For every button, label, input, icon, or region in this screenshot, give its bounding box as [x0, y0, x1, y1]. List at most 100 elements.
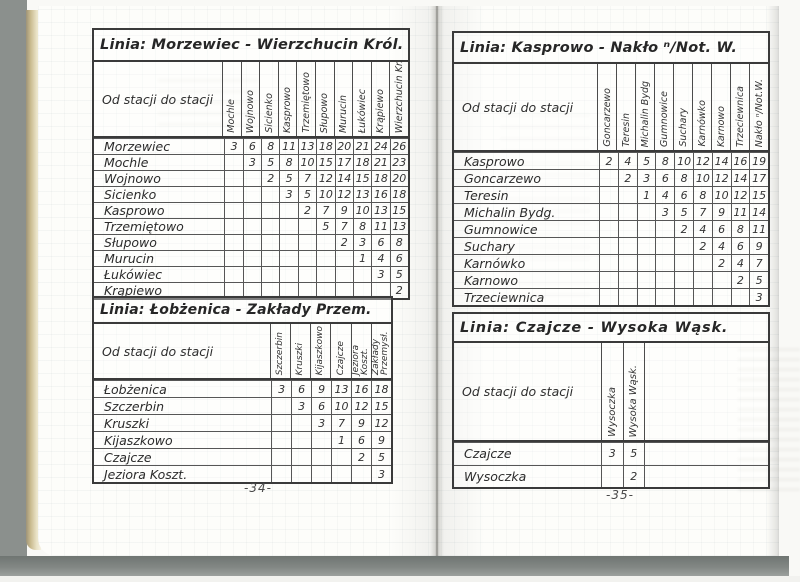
distance-cell: 13: [371, 203, 389, 218]
distance-cell: [316, 267, 334, 282]
table-row: Kasprowo 2 4 5 8 10 12 14 16 19: [454, 152, 768, 169]
distance-cell: [655, 289, 674, 305]
station-label: Trzemiętowo: [104, 219, 184, 234]
column-header: Trzeciewnica: [730, 64, 749, 150]
distance-cell: 4: [711, 238, 731, 254]
station-label: Czajcze: [104, 449, 152, 465]
station-label: Suchary: [464, 238, 515, 254]
station-label: Słupowo: [104, 235, 157, 250]
distance-cell: 4: [693, 221, 712, 237]
distance-cell: 7: [316, 203, 334, 218]
distance-cell: 2: [351, 449, 371, 465]
distance-cell: [279, 219, 297, 234]
distance-cell: 2: [389, 283, 408, 298]
distance-cell: [636, 204, 656, 220]
column-header: Murucin: [333, 62, 353, 136]
table-row: Wojnowo 2 5 7 12 14 15 18 20: [94, 170, 408, 186]
distance-cell: 6: [351, 432, 371, 448]
station-label: Łobżenica: [104, 381, 167, 397]
distance-cell: 3: [291, 398, 311, 414]
distance-cell: 8: [279, 155, 297, 170]
station-label: Kasprowo: [104, 203, 165, 218]
distance-cell: [224, 283, 242, 298]
distance-cell: 14: [749, 204, 768, 220]
distance-cell: [601, 465, 623, 487]
column-header: Teresin: [616, 64, 635, 150]
distance-cell: [334, 267, 353, 282]
table-row: Czajcze 2 5: [94, 448, 391, 465]
station-label: Karnówko: [464, 255, 526, 271]
distance-cell: 3: [636, 170, 656, 186]
table-row: Suchary 2 4 6 9: [454, 237, 768, 254]
distance-cell: 5: [674, 204, 693, 220]
distance-cell: 6: [730, 238, 750, 254]
table-row: Morzewiec 3 6 8 11 13 18 20 21 24 26: [94, 138, 408, 154]
distance-cell: [617, 272, 637, 288]
column-header: Słupowo: [315, 62, 334, 136]
distance-cell: 16: [351, 381, 371, 397]
column-headers: Wysoczka Wysoka Wąsk.: [601, 343, 768, 440]
distance-cell: [599, 272, 618, 288]
distance-cell: 3: [749, 289, 768, 305]
station-label: Kasprowo: [464, 153, 525, 169]
distance-cell: 2: [297, 203, 316, 218]
table-row: Karnówko 2 4 7: [454, 254, 768, 271]
distance-cell: [636, 255, 656, 271]
column-header: Mochle: [222, 62, 241, 136]
distance-cell: 2: [599, 153, 618, 169]
distance-cell: 6: [711, 221, 731, 237]
distance-cell: 5: [316, 219, 334, 234]
distance-cell: [674, 289, 693, 305]
distance-cell: [655, 238, 674, 254]
column-header: Czajcze: [330, 324, 350, 378]
distance-cell: [224, 155, 242, 170]
book-gutter: [430, 6, 444, 556]
distance-cell: 13: [389, 219, 408, 234]
distance-cell: 3: [352, 235, 371, 250]
table-row: Łobżenica 3 6 9 13 16 18: [94, 380, 391, 397]
distance-cell: [297, 235, 316, 250]
distance-cell: [636, 289, 656, 305]
station-label: Gumnowice: [464, 221, 538, 237]
table-body: Łobżenica 3 6 9 13 16 18 Szczerbin 3 6 10 12 15 Krusz…: [94, 380, 391, 482]
distance-cell: [271, 449, 291, 465]
distance-cell: [242, 219, 261, 234]
distance-cell: 5: [370, 449, 391, 465]
book-page-edges: [26, 10, 41, 550]
distance-cell: [331, 466, 351, 482]
distance-cell: 9: [311, 381, 331, 397]
distance-cell: 11: [279, 139, 297, 154]
table-row: Gumnowice 2 4 6 8 11: [454, 220, 768, 237]
table-row: Czajcze 3 5: [454, 442, 768, 465]
distance-cell: [297, 251, 316, 266]
table-row: Kruszki 3 7 9 12: [94, 414, 391, 431]
distance-cell: 2: [334, 235, 353, 250]
column-header: Suchary: [673, 64, 692, 150]
distance-cell: [261, 219, 279, 234]
distance-cell: [279, 283, 297, 298]
column-header: Karnówko: [692, 64, 711, 150]
distance-cell: 11: [749, 221, 768, 237]
column-header: Nakło ⁿ/Not.W.: [749, 64, 768, 150]
distance-cell: [242, 235, 261, 250]
distance-cell: [271, 466, 291, 482]
distance-cell: [291, 432, 311, 448]
distance-cell: [311, 432, 331, 448]
distance-cell: [617, 255, 637, 271]
table-body: Czajcze 3 5 Wysoczka 2: [454, 442, 768, 487]
column-header: Zakłady Przemysł.: [370, 324, 391, 378]
distance-cell: [297, 267, 316, 282]
distance-cell: [261, 267, 279, 282]
distance-cell: [352, 267, 371, 282]
distance-cell: [242, 283, 261, 298]
station-label: Teresin: [464, 187, 509, 203]
distance-cell: 12: [334, 187, 353, 202]
station-label: Kijaszkowo: [104, 432, 173, 448]
distance-cell: 2: [730, 272, 750, 288]
distance-cell: [261, 283, 279, 298]
empty-cell: [644, 465, 768, 487]
distance-cell: [655, 272, 674, 288]
distance-cell: [279, 235, 297, 250]
column-header: Kijaszkowo: [310, 324, 330, 378]
